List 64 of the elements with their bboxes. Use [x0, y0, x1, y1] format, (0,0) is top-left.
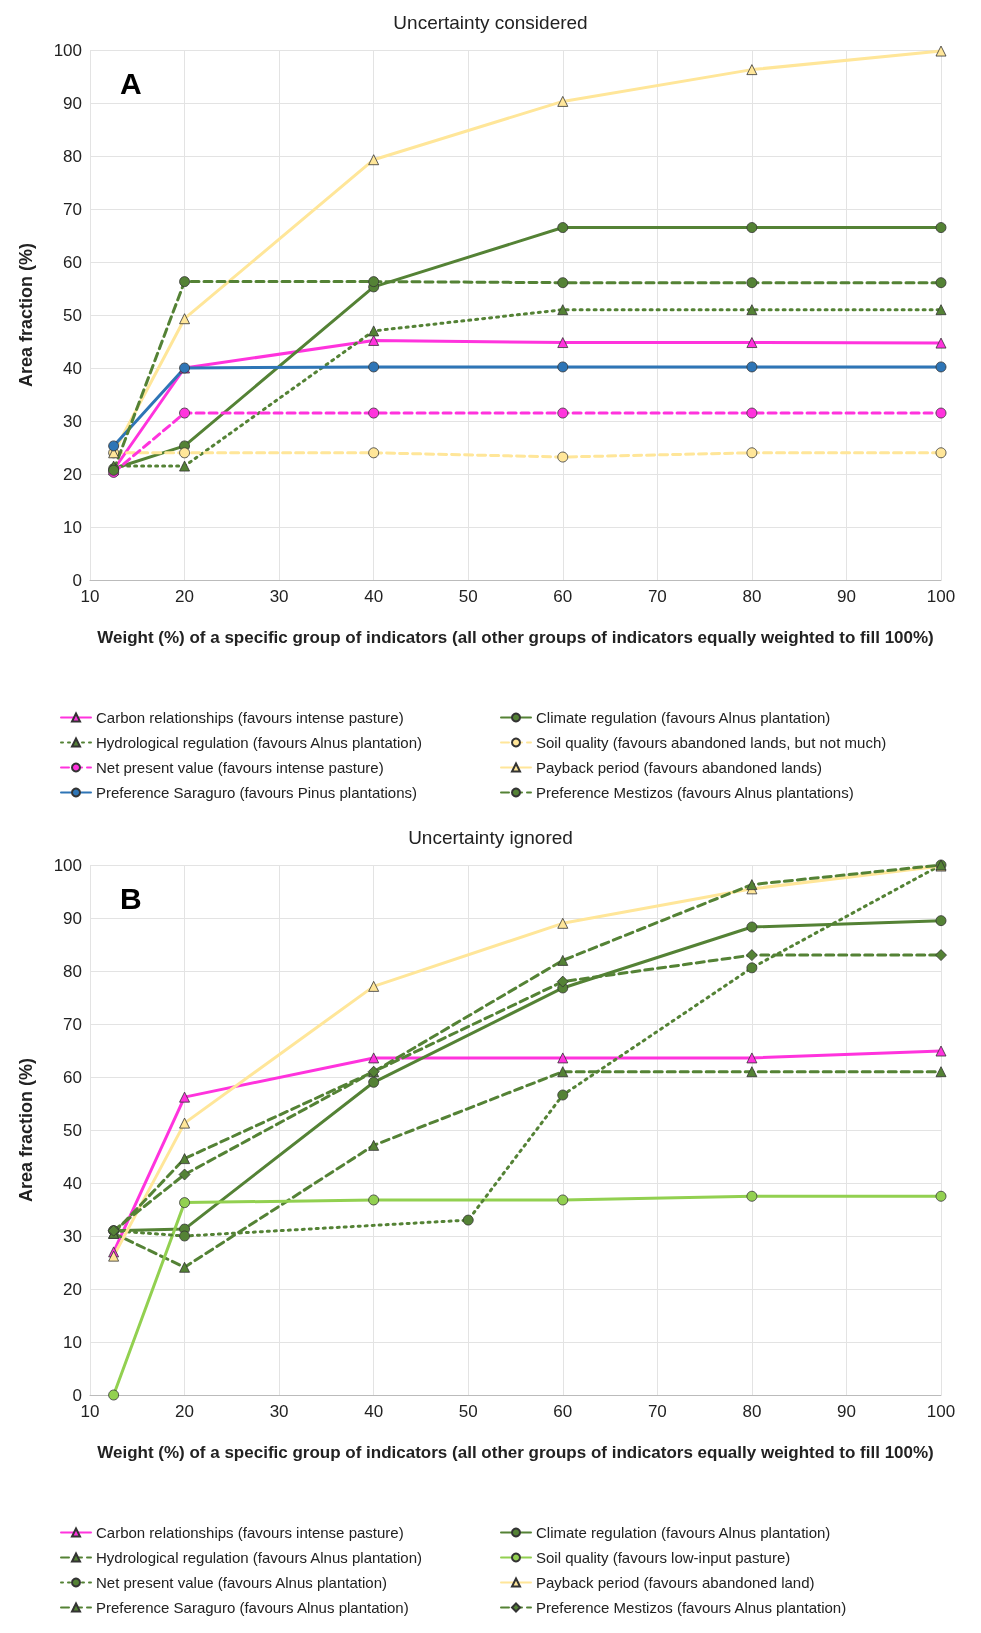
legend-label: Net present value (favours Alnus plantation) — [96, 1574, 387, 1591]
legend-label: Soil quality (favours abandoned lands, but not much) — [536, 734, 887, 751]
chart-title: Uncertainty considered — [393, 12, 588, 33]
x-tick-label: 50 — [458, 1402, 478, 1421]
y-axis-title: Area fraction (%) — [16, 242, 36, 388]
legend-label: Preference Mestizos (favours Alnus plantation) — [536, 1599, 847, 1616]
legend-label: Hydrological regulation (favours Alnus plantation) — [96, 1549, 423, 1566]
y-tick-label: 30 — [63, 1226, 82, 1246]
x-axis-title: Weight (%) of a specific group of indicators (all other groups of indicators equally weighted to fill 100%) — [97, 1442, 934, 1462]
legend-label: Soil quality (favours low-input pasture) — [536, 1549, 791, 1566]
x-tick-label: 70 — [647, 587, 667, 606]
y-tick-label: 0 — [72, 570, 82, 590]
x-tick-label: 40 — [364, 1402, 384, 1421]
x-tick-label: 30 — [269, 1402, 289, 1421]
chart-title: Uncertainty ignored — [408, 827, 573, 848]
y-tick-label: 40 — [63, 1173, 82, 1193]
y-tick-label: 90 — [63, 93, 82, 113]
x-tick-label: 80 — [742, 1402, 762, 1421]
legend-label: Hydrological regulation (favours Alnus plantation) — [96, 734, 423, 751]
x-tick-label: 50 — [458, 587, 478, 606]
x-axis-title: Weight (%) of a specific group of indicators (all other groups of indicators equally weighted to fill 100%) — [97, 627, 934, 647]
y-tick-label: 60 — [63, 252, 82, 272]
y-tick-label: 20 — [63, 1279, 82, 1299]
y-tick-label: 60 — [63, 1067, 82, 1087]
legend-label: Preference Saraguro (favours Alnus plantation) — [96, 1599, 409, 1616]
y-tick-label: 0 — [72, 1385, 82, 1405]
legend-label: Carbon relationships (favours intense pasture) — [96, 709, 404, 726]
y-tick-label: 80 — [63, 146, 82, 166]
legend-label: Payback period (favours abandoned lands) — [536, 759, 823, 776]
y-tick-label: 10 — [63, 1332, 82, 1352]
x-tick-label: 100 — [926, 587, 956, 606]
y-tick-label: 90 — [63, 908, 82, 928]
x-tick-label: 40 — [364, 587, 384, 606]
y-tick-label: 70 — [63, 199, 82, 219]
x-tick-label: 20 — [175, 587, 195, 606]
legend-label: Carbon relationships (favours intense pasture) — [96, 1524, 404, 1541]
x-tick-label: 60 — [553, 587, 573, 606]
y-tick-label: 20 — [63, 464, 82, 484]
legend-label: Net present value (favours intense pasture) — [96, 759, 384, 776]
x-tick-label: 90 — [836, 587, 856, 606]
x-tick-label: 70 — [647, 1402, 667, 1421]
y-tick-label: 40 — [63, 358, 82, 378]
y-tick-label: 50 — [63, 1120, 82, 1140]
y-tick-label: 30 — [63, 411, 82, 431]
legend-label: Payback period (favours abandoned land) — [536, 1574, 815, 1591]
legend-label: Preference Saraguro (favours Pinus plantations) — [96, 784, 418, 801]
legend-label: Climate regulation (favours Alnus plantation) — [536, 1524, 831, 1541]
x-tick-label: 90 — [836, 1402, 856, 1421]
annotation: A — [120, 66, 142, 100]
x-tick-label: 60 — [553, 1402, 573, 1421]
y-tick-label: 70 — [63, 1014, 82, 1034]
y-tick-label: 50 — [63, 305, 82, 325]
x-tick-label: 20 — [175, 1402, 195, 1421]
x-tick-label: 100 — [926, 1402, 956, 1421]
y-tick-label: 100 — [53, 40, 82, 60]
legend-label: Climate regulation (favours Alnus plantation) — [536, 709, 831, 726]
y-tick-label: 80 — [63, 961, 82, 981]
legend-label: Preference Mestizos (favours Alnus plantations) — [536, 784, 854, 801]
y-axis-title: Area fraction (%) — [16, 1057, 36, 1203]
x-tick-label: 80 — [742, 587, 762, 606]
y-tick-label: 10 — [63, 517, 82, 537]
y-tick-label: 100 — [53, 855, 82, 875]
annotation: B — [120, 881, 142, 915]
x-tick-label: 30 — [269, 587, 289, 606]
